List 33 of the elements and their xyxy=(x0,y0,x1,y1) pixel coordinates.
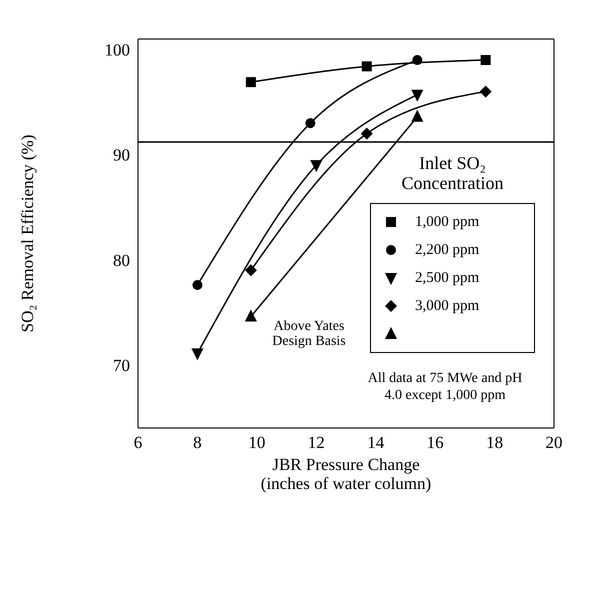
y-tick-label: 100 xyxy=(104,40,130,60)
point xyxy=(480,86,492,98)
point xyxy=(412,55,422,66)
x-tick-label: 16 xyxy=(426,433,444,452)
x-tick-label: 20 xyxy=(546,433,562,452)
point xyxy=(191,348,204,360)
point xyxy=(360,128,373,140)
point xyxy=(305,118,316,128)
y-axis-title: SO₂ Removal Efficiency (%) xyxy=(18,134,37,332)
x-tick-label: 6 xyxy=(134,433,142,452)
legend-label: 3,000 ppm xyxy=(415,298,480,314)
y-tick-label: 70 xyxy=(113,356,130,375)
annotation: All data at 75 MWe and pH 4.0 except 1,000 ppm xyxy=(366,370,524,404)
point xyxy=(192,280,202,290)
legend-title: Inlet SO₂ Concentration xyxy=(400,153,504,193)
x-tick-label: 14 xyxy=(367,433,385,452)
series-label: Above Yates Design Basis xyxy=(271,319,347,349)
x-tick-label: 18 xyxy=(486,433,504,452)
legend-label: 2,500 ppm xyxy=(415,270,480,286)
point xyxy=(246,77,256,88)
point xyxy=(480,55,491,66)
y-tick-label: 80 xyxy=(113,250,130,270)
x-axis-title: JBR Pressure Change (inches of water column) xyxy=(260,455,432,493)
x-tick-label: 8 xyxy=(193,433,202,452)
point xyxy=(244,264,257,276)
point xyxy=(411,90,424,102)
point xyxy=(310,160,322,172)
legend-label: 1,000 ppm xyxy=(415,214,480,230)
point xyxy=(362,61,372,72)
legend-label: 2,200 ppm xyxy=(415,242,480,258)
x-tick-label: 10 xyxy=(248,433,266,452)
y-tick-label: 90 xyxy=(113,146,130,165)
x-tick-label: 12 xyxy=(308,433,325,452)
